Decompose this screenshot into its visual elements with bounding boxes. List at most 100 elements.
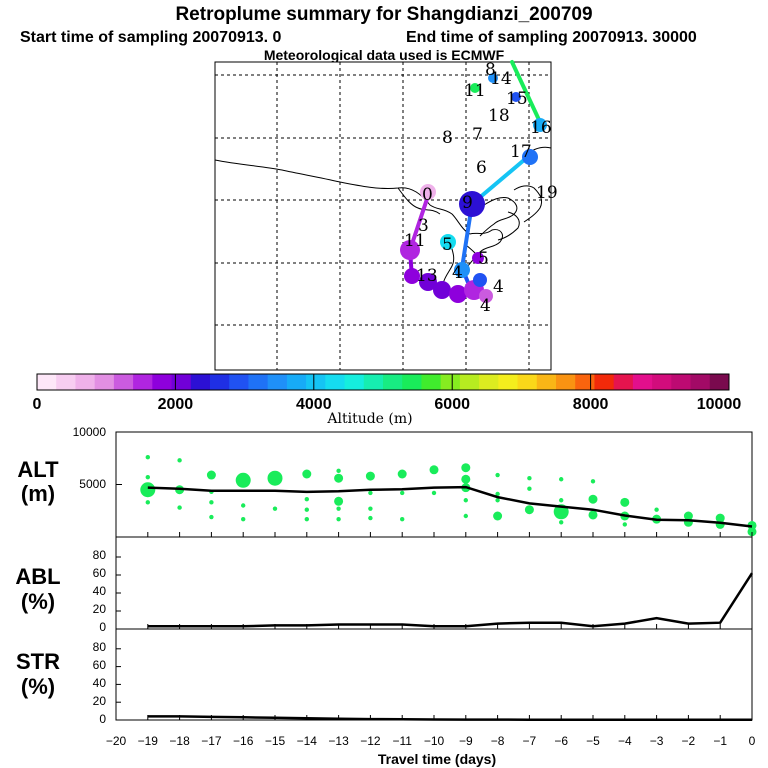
met-data-label: Meteorological data used is ECMWF	[264, 47, 505, 63]
map-label: 0	[422, 185, 433, 205]
x-tick-label: −1	[713, 734, 727, 748]
x-axis: −20 −19 −18 −17 −16 −15 −14 −13 −12 −11 −10 −9 −8 −7−…	[106, 734, 756, 748]
figure-title: Retroplume summary for Shangdianzi_20070…	[175, 4, 592, 25]
colorbar-dividers	[174, 374, 592, 390]
x-tick-label: −15	[265, 734, 286, 748]
alt-scatter-point	[206, 470, 216, 480]
colorbar-swatch	[286, 374, 307, 390]
colorbar-swatch	[75, 374, 96, 390]
map-label: 5	[442, 235, 453, 255]
colorbar-swatch	[690, 374, 711, 390]
map-gridlines	[215, 62, 551, 370]
alt-scatter-point	[177, 505, 182, 510]
alt-scatter-point	[365, 471, 375, 481]
alt-scatter-point	[336, 506, 341, 511]
start-time-label: Start time of sampling 20070913. 0	[20, 29, 282, 46]
colorbar-swatch	[229, 374, 249, 390]
map-label: 3	[418, 216, 429, 236]
alt-scatter-point	[559, 520, 564, 525]
map-label: 4	[493, 277, 504, 297]
x-axis-label: Travel time (days)	[378, 751, 496, 767]
colorbar-label: Altitude (m)	[326, 411, 412, 427]
colorbar-swatch	[363, 374, 384, 390]
alt-scatter-point	[463, 498, 468, 503]
alt-scatter-point	[145, 455, 150, 460]
str-line	[147, 715, 752, 721]
alt-scatter-point	[397, 469, 407, 479]
map-label: 7	[472, 125, 483, 145]
colorbar-swatch	[171, 374, 192, 390]
colorbar-swatch	[671, 374, 692, 390]
alt-panel-unit: (m)	[21, 481, 55, 506]
alt-scatter-point	[368, 506, 373, 511]
str-ytick: 80	[93, 640, 107, 654]
alt-scatter-point	[493, 511, 503, 521]
map-label: 18	[488, 106, 510, 126]
colorbar-swatch	[517, 374, 538, 390]
alt-scatter-point	[588, 510, 598, 520]
x-tick-label: −16	[233, 734, 254, 748]
alt-scatter-point	[272, 506, 278, 511]
str-ytick: 20	[93, 694, 107, 708]
alt-scatter-point	[145, 474, 150, 480]
x-tick-label: −17	[201, 734, 222, 748]
x-tick-label: 0	[749, 734, 756, 748]
alt-scatter-point	[461, 463, 471, 473]
alt-scatter-point	[400, 516, 405, 522]
x-tick-label: −20	[106, 734, 127, 748]
map-label: 9	[462, 193, 473, 213]
colorbar-swatch	[133, 374, 153, 390]
alt-scatter-point	[368, 515, 373, 521]
map-label: 6	[476, 158, 487, 178]
alt-scatter-point	[267, 470, 283, 486]
str-panel-unit: (%)	[21, 674, 55, 699]
map-label: 13	[416, 266, 438, 286]
str-panel-name: STR	[16, 649, 60, 674]
str-ytick: 60	[93, 658, 107, 672]
alt-scatter-point	[620, 497, 630, 507]
map-label: 4	[452, 263, 463, 283]
colorbar-swatch	[709, 374, 730, 390]
colorbar-swatch	[210, 374, 230, 390]
coastlines	[214, 146, 552, 293]
abl-line	[147, 572, 754, 628]
colorbar-swatch	[536, 374, 557, 390]
colorbar-swatch	[594, 374, 615, 390]
colorbar-swatch	[94, 374, 115, 390]
x-tick-label: −8	[491, 734, 505, 748]
colorbar-swatch	[402, 374, 422, 390]
end-time-label: End time of sampling 20070913. 30000	[406, 29, 697, 46]
x-tick-label: −11	[392, 734, 412, 748]
alt-scatter-point	[524, 505, 534, 515]
alt-scatter-point	[209, 514, 214, 520]
colorbar-swatch	[56, 374, 76, 390]
abl-panel-name: ABL	[15, 564, 60, 589]
alt-scatter-point	[715, 513, 725, 523]
alt-scatter-point	[334, 473, 344, 483]
colorbar-tick: 0	[33, 396, 42, 413]
colorbar-swatch	[459, 374, 480, 390]
colorbar-swatch	[613, 374, 634, 390]
map-label: 17	[510, 142, 532, 162]
abl-ytick: 0	[99, 620, 106, 634]
abl-ytick: 20	[93, 602, 107, 616]
alt-scatter-point	[622, 522, 627, 527]
plume-blobs	[400, 73, 547, 303]
x-tick-label: −12	[360, 734, 381, 748]
colorbar-swatch	[575, 374, 595, 390]
abl-panel: 80 60 40 20 0	[93, 536, 754, 634]
alt-scatter-point	[209, 500, 214, 505]
x-tick-label: −2	[682, 734, 696, 748]
alt-scatter-point	[140, 482, 156, 498]
colorbar-ticks: 0 2000 4000 6000 8000 10000	[33, 396, 742, 413]
alt-scatter-point	[559, 477, 564, 482]
alt-scatter-point	[145, 500, 150, 505]
colorbar-swatch	[190, 374, 211, 390]
colorbar-swatch	[152, 374, 173, 390]
x-tick-label: −10	[424, 734, 445, 748]
colorbar-tick: 10000	[697, 396, 742, 413]
abl-ytick: 40	[93, 584, 107, 598]
str-ytick: 40	[93, 676, 107, 690]
alt-scatter-point	[304, 507, 309, 512]
